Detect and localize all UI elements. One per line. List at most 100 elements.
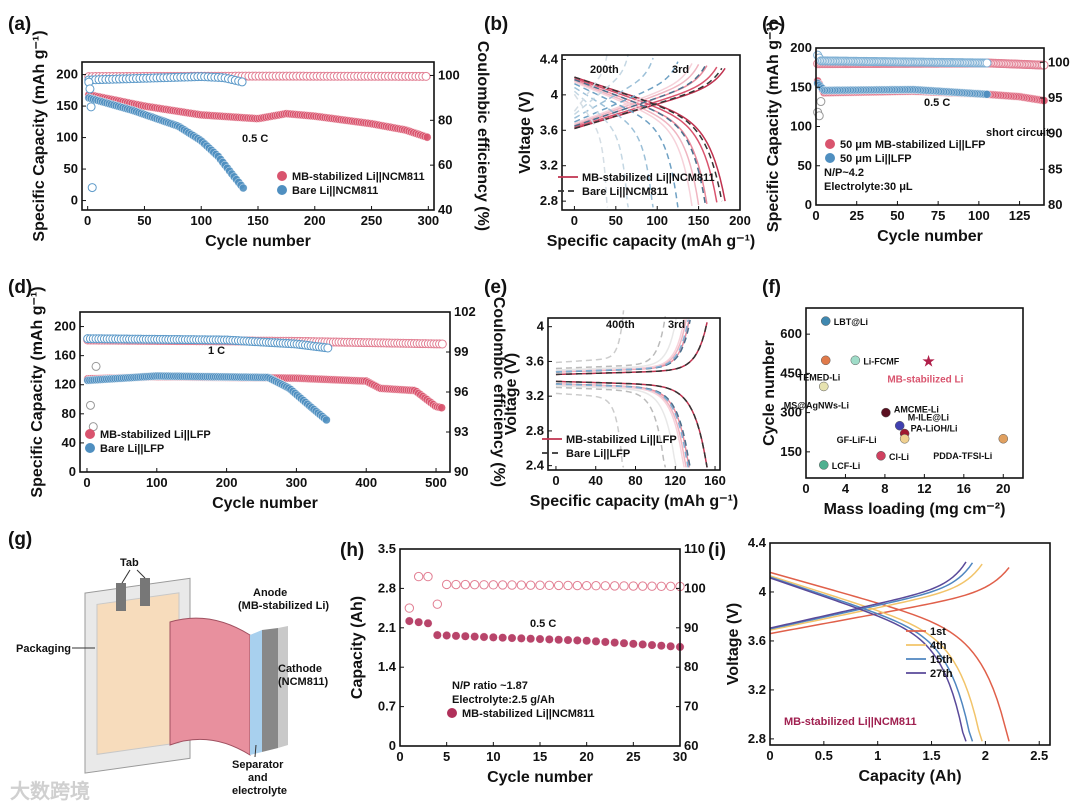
data-point xyxy=(479,632,489,642)
y2-tick-label: 99 xyxy=(454,344,468,359)
y2-tick-label: 100 xyxy=(1048,54,1070,69)
data-point xyxy=(525,580,536,590)
x-tick-label: 0.5 xyxy=(815,748,833,763)
y-tick-label: 120 xyxy=(54,377,76,392)
profile-curve xyxy=(769,577,967,742)
x-tick-label: 80 xyxy=(628,473,642,488)
x-tick-label: 5 xyxy=(443,749,450,764)
cathode-sub-label: (NCM811) xyxy=(278,676,328,688)
point-label: LCF-Li xyxy=(832,461,861,471)
y-tick-label: 1.4 xyxy=(378,659,397,674)
data-point xyxy=(432,599,443,609)
y-tick-label: 50 xyxy=(798,158,812,173)
y-tick-label: 300 xyxy=(780,405,802,420)
data-point xyxy=(413,571,424,582)
data-point xyxy=(572,580,583,591)
y-tick-label: 0 xyxy=(805,197,812,212)
x-tick-label: 0 xyxy=(84,213,91,228)
y-axis-title: Capacity (Ah) xyxy=(349,596,366,699)
data-point xyxy=(85,400,95,410)
tab-left xyxy=(116,583,126,611)
electrode-shape xyxy=(96,592,180,755)
y-tick-label: 2.4 xyxy=(526,458,545,473)
profile-curve xyxy=(555,380,708,468)
chart-e: 0 40 80 120 160 2.4 2.8 3.2 3.6 4 Specific capacit… xyxy=(503,310,738,510)
x-tick-label: 200 xyxy=(729,213,751,228)
profile-curve xyxy=(573,93,609,208)
x-tick-label: 25 xyxy=(849,208,863,223)
data-point xyxy=(581,580,592,591)
separator-sub-label: electrolyte xyxy=(232,785,287,797)
x-tick-label: 4 xyxy=(842,481,850,496)
star-marker: ★ xyxy=(921,353,935,370)
data-point xyxy=(441,579,452,590)
y-tick-label: 150 xyxy=(780,444,802,459)
profile-curve xyxy=(555,317,677,371)
series-3 xyxy=(813,50,992,68)
profile-curve xyxy=(555,319,689,373)
annotation: 3rd xyxy=(668,319,685,331)
data-point xyxy=(982,90,992,99)
profile-curve xyxy=(769,567,1010,635)
data-point xyxy=(535,580,545,590)
data-point xyxy=(498,633,508,643)
annotation: 0.5 C xyxy=(530,618,556,630)
y-tick-label: 150 xyxy=(790,79,812,94)
point-label: LBT@Li xyxy=(834,317,868,327)
series-1 xyxy=(813,79,992,99)
data-point xyxy=(488,632,498,642)
x-tick-label: 160 xyxy=(704,473,726,488)
profile-curve xyxy=(574,83,679,208)
data-point xyxy=(665,581,676,592)
data-point xyxy=(628,581,639,591)
data-point xyxy=(628,639,638,649)
data-point xyxy=(437,403,446,412)
x-tick-label: 50 xyxy=(890,208,904,223)
x-tick-label: 10 xyxy=(486,749,500,764)
data-point xyxy=(470,632,480,642)
profile-curve xyxy=(769,576,974,742)
profile-curve xyxy=(555,310,625,364)
data-point xyxy=(982,58,992,68)
y-tick-label: 3.2 xyxy=(526,388,544,403)
profile-curve xyxy=(769,562,974,630)
annotation: 3rd xyxy=(672,64,689,76)
y-tick-label: 200 xyxy=(56,67,78,82)
series-1 xyxy=(404,571,685,613)
y-tick-label: 3.6 xyxy=(540,122,558,137)
y2-tick-label: 95 xyxy=(1048,90,1062,105)
anode-label: Anode xyxy=(253,587,287,599)
y-tick-label: 3.2 xyxy=(540,158,558,173)
data-point xyxy=(451,579,461,590)
x-tick-label: 15 xyxy=(533,749,547,764)
data-point xyxy=(237,77,247,87)
profile-curve xyxy=(769,571,1010,742)
profile-curve xyxy=(555,385,677,468)
series-4 xyxy=(84,77,97,193)
panel-label: (f) xyxy=(762,277,781,298)
plot-frame xyxy=(769,542,1051,746)
x-axis-title: Specific capacity (mAh g⁻¹) xyxy=(547,233,756,250)
profile-curve xyxy=(769,575,983,742)
data-point xyxy=(656,641,666,651)
y-tick-label: 2.8 xyxy=(378,580,396,595)
data-point xyxy=(516,580,527,590)
series-1 xyxy=(84,93,248,193)
panel-label: (d) xyxy=(8,277,32,298)
data-point xyxy=(647,640,657,650)
anode-layer xyxy=(169,617,251,756)
data-point xyxy=(876,451,886,461)
x-tick-label: 25 xyxy=(626,749,640,764)
data-point xyxy=(442,631,452,640)
y-tick-label: 160 xyxy=(54,348,76,363)
separator-label: Separator xyxy=(232,759,284,771)
anode-sub-label: (MB-stabilized Li) xyxy=(238,600,329,612)
data-point xyxy=(479,580,489,590)
pouch-cell-diagram: Tab Anode (MB-stabilized Li) Cathode (NC… xyxy=(16,557,329,797)
x-tick-label: 125 xyxy=(1009,208,1031,223)
x-tick-label: 50 xyxy=(609,213,623,228)
x-tick-label: 40 xyxy=(588,473,602,488)
legend-label: 4th xyxy=(930,640,947,652)
data-point xyxy=(619,581,629,591)
